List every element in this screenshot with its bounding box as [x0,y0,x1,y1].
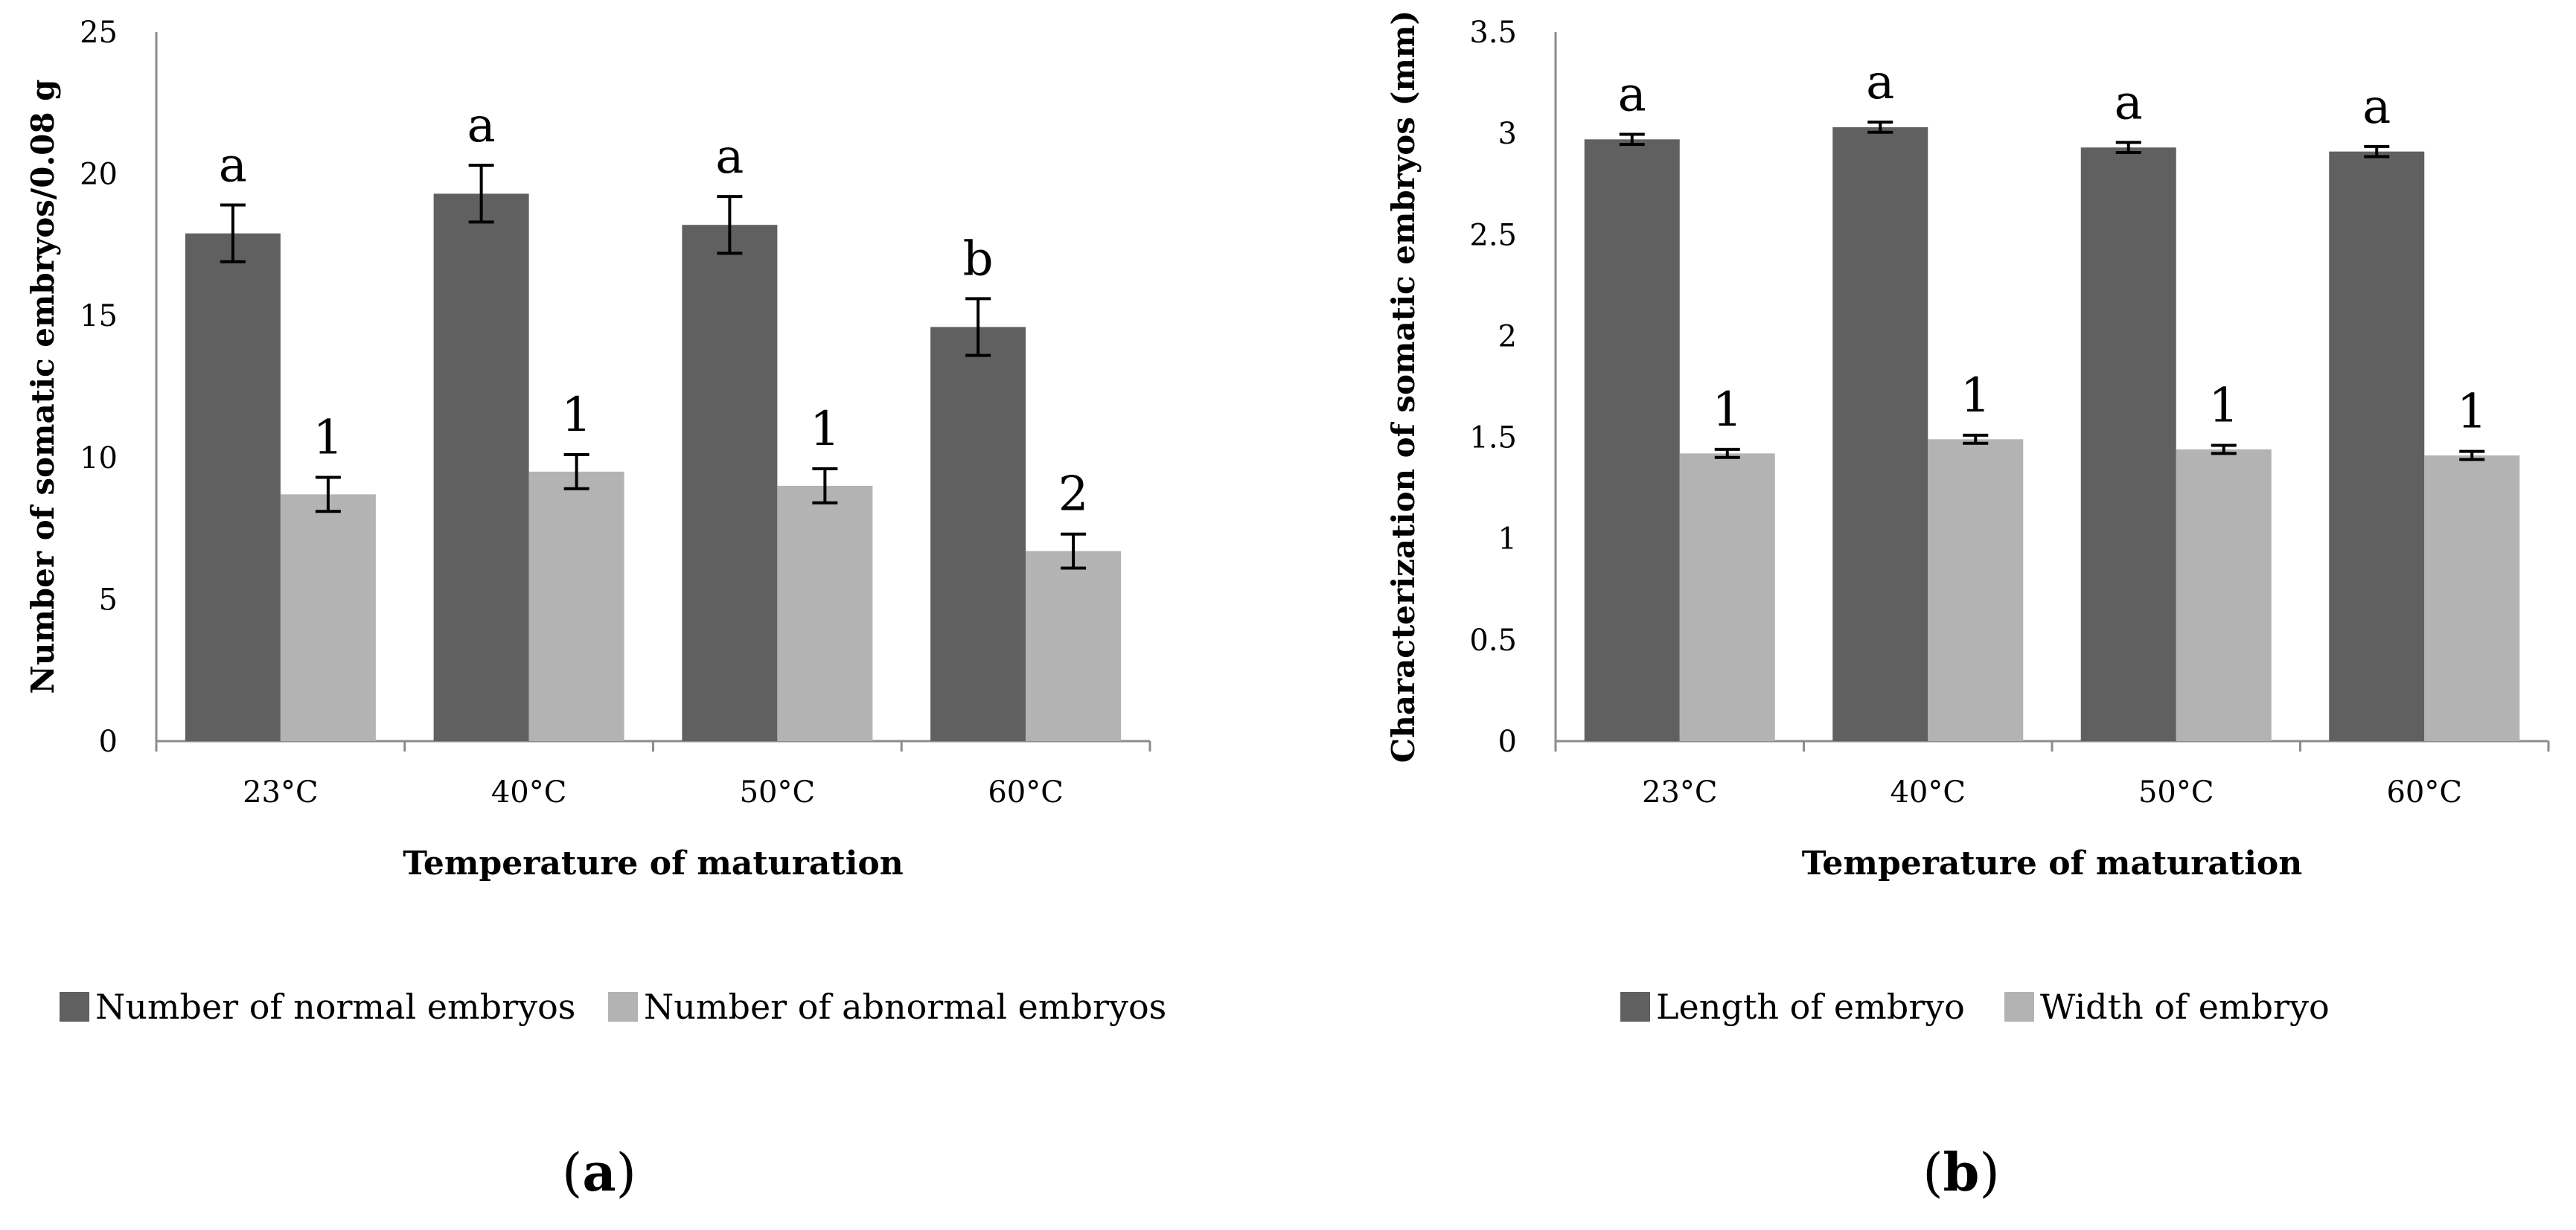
y-tick-label: 3 [1498,117,1517,151]
bar [930,327,1026,741]
y-tick-label: 20 [80,158,118,192]
panel-letter: b [1943,1141,1980,1203]
y-tick-label: 10 [80,441,118,475]
bar [682,225,778,741]
significance-label: 1 [2457,385,2487,440]
panel-label: (a) [562,1141,636,1203]
legend-label: Number of normal embryos [95,987,575,1027]
x-tick-label: 60°C [2386,775,2462,810]
significance-label: 1 [1960,368,1991,423]
x-tick-label: 23°C [243,775,319,810]
significance-label: a [715,129,744,185]
significance-label: a [467,98,496,153]
legend-swatch [60,992,89,1022]
significance-label: 1 [810,402,840,457]
bar [2424,455,2520,741]
legend-swatch [2004,992,2034,1022]
y-tick-label: 1.5 [1469,421,1517,455]
bar [777,485,873,741]
bar [2329,151,2425,742]
legend-swatch [1620,992,1650,1022]
bar [1832,126,1928,741]
y-tick-label: 5 [99,583,118,617]
legend-label: Width of embryo [2040,987,2330,1027]
legend-swatch [608,992,638,1022]
x-axis-title: Temperature of maturation [403,845,904,883]
x-tick-label: 23°C [1642,775,1718,810]
y-tick-label: 0 [99,725,118,759]
significance-label: 2 [1058,467,1089,522]
significance-label: a [2362,80,2391,135]
bar [280,494,376,741]
chart-panel-a: 0 5 10 15 20 25 23°C 40°C 50°C 60°C a a a b 1 1 1 2 Number… [25,16,1166,1203]
x-tick-label: 40°C [491,775,567,810]
y-axis-title: Number of somatic embryos/0.08 g [25,79,61,694]
significance-label: 1 [313,410,344,465]
bar [528,471,624,741]
bar [2176,449,2272,741]
bar [1584,139,1680,742]
significance-label: b [963,231,994,286]
y-tick-label: 3.5 [1469,16,1517,50]
significance-label: a [1866,55,1894,110]
x-tick-label: 40°C [1890,775,1966,810]
y-tick-label: 0.5 [1469,624,1517,658]
panel-letter: a [582,1141,616,1203]
bar [1679,453,1775,741]
x-axis-title: Temperature of maturation [1802,845,2303,883]
y-tick-label: 1 [1498,522,1517,557]
significance-label: a [2115,75,2143,130]
y-tick-label: 0 [1498,725,1517,759]
x-tick-label: 50°C [2138,775,2214,810]
significance-label: a [1618,68,1646,123]
x-tick-label: 60°C [988,775,1064,810]
y-axis-title: Characterization of somatic embryos (mm) [1385,10,1422,763]
significance-label: 1 [561,388,592,443]
significance-label: 1 [1712,382,1742,438]
legend-label: Length of embryo [1656,987,1965,1027]
bar [1928,439,2024,741]
bar [185,233,281,742]
y-tick-label: 2 [1498,319,1517,353]
y-tick-label: 2.5 [1469,218,1517,252]
bar [2080,147,2176,741]
y-tick-label: 15 [80,299,118,333]
bar [433,193,529,741]
chart-panel-b: 0 0.5 1 1.5 2 2.5 3 3.5 23°C 40°C 50°C 60°C a a a a 1 1 1 1… [1385,10,2550,1203]
y-tick-label: 25 [80,16,118,50]
bar [1026,551,1122,741]
x-tick-label: 50°C [740,775,816,810]
significance-label: 1 [2208,378,2239,433]
legend-label: Number of abnormal embryos [644,987,1166,1027]
significance-label: a [219,138,247,193]
panel-label: (b) [1923,1141,2000,1203]
